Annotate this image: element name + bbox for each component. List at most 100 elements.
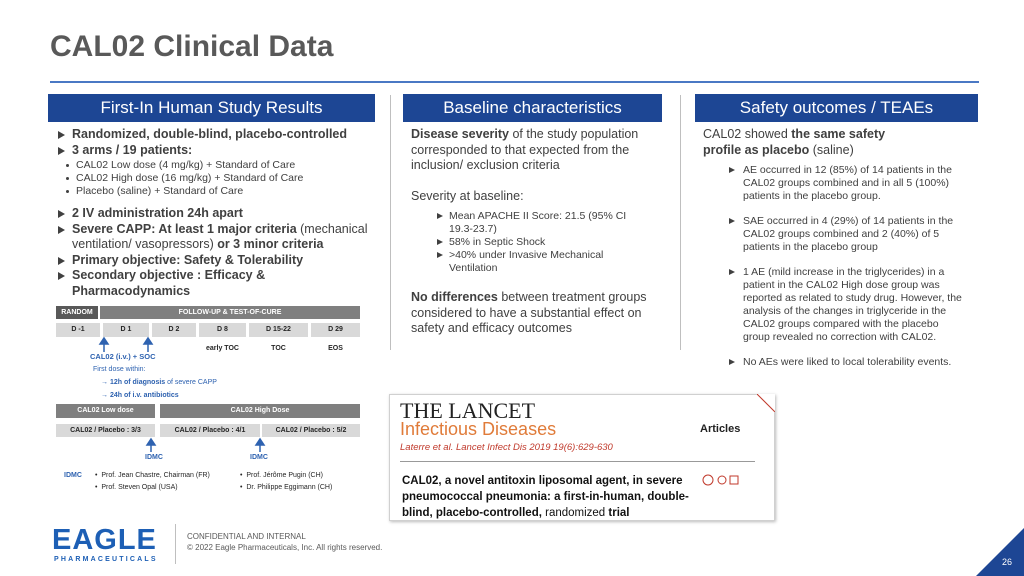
sub-item: Placebo (saline) + Standard of Care: [64, 185, 374, 198]
sub-item: Mean APACHE II Score: 21.5 (95% CI 19.3-…: [437, 210, 651, 236]
list-item: Severe CAPP: At least 1 major criteria (…: [56, 222, 374, 253]
group: CAL02 High Dose: [160, 404, 360, 418]
sub-list: CAL02 Low dose (4 mg/kg) + Standard of C…: [64, 159, 374, 198]
item-text: Severe CAPP: At least 1 major criteria (…: [72, 222, 374, 253]
list-item: CAL02 showed the same safety profile as …: [703, 127, 973, 369]
text-run: (saline): [809, 142, 854, 157]
article-title: CAL02, a novel antitoxin liposomal agent…: [402, 473, 712, 521]
logo-sub: PHARMACEUTICALS: [54, 556, 158, 563]
text-run: of severe CAPP: [165, 379, 217, 386]
cohort: CAL02 / Placebo : 4/1: [160, 424, 260, 437]
day: D 15-22: [249, 323, 308, 337]
text-run: Severity at baseline:: [411, 188, 524, 203]
member: • Dr. Philippe Eggimann (CH): [240, 484, 333, 491]
text-run: the same safety profile as placebo: [703, 127, 886, 157]
text-run: randomized: [541, 507, 609, 519]
sub-item: 1 AE (mild increase in the triglycerides…: [729, 266, 967, 344]
item-text: Primary objective: Safety & Tolerability: [72, 253, 374, 269]
panel-body: Randomized, double-blind, placebo-contro…: [56, 127, 374, 299]
list-item: 2 IV administration 24h apart: [56, 206, 374, 222]
sub-list: Mean APACHE II Score: 21.5 (95% CI 19.3-…: [437, 210, 651, 275]
list-item: Primary objective: Safety & Tolerability: [56, 253, 374, 269]
citation: Laterre et al. Lancet Infect Dis 2019 19…: [400, 442, 613, 453]
dosing: CAL02 (i.v.) + SOC: [90, 352, 156, 361]
phase: FOLLOW-UP & TEST-OF-CURE: [100, 306, 360, 319]
member: • Prof. Steven Opal (USA): [95, 484, 178, 491]
sub-item: CAL02 Low dose (4 mg/kg) + Standard of C…: [64, 159, 374, 172]
member-name: Prof. Steven Opal (USA): [101, 484, 178, 491]
visit: EOS: [328, 345, 343, 352]
text-run: No differences: [411, 290, 498, 304]
sub-item: 58% in Septic Shock: [437, 236, 651, 249]
separator: [390, 95, 391, 350]
window: → 24h of i.v. antibiotics: [101, 392, 179, 399]
day: D 8: [199, 323, 246, 337]
text-run: (mechanical ventilation/ vasopressors): [72, 221, 368, 252]
item-text: Secondary objective : Efficacy & Pharmac…: [72, 268, 374, 299]
cohort: CAL02 / Placebo : 5/2: [262, 424, 360, 437]
text-run: → 24h of i.v. antibiotics: [101, 392, 179, 399]
text-run: CAL02, a novel antitoxin liposomal agent…: [402, 475, 689, 519]
page-number: 26: [1002, 557, 1013, 567]
text-run: 3 arms / 19 patients:: [72, 142, 193, 157]
text-run: or 3 minor criteria: [217, 237, 324, 251]
text-run: Secondary objective : Efficacy & Pharmac…: [72, 268, 266, 298]
item-text: 3 arms / 19 patients:: [72, 143, 374, 159]
member: • Prof. Jean Chastre, Chairman (FR): [95, 472, 210, 479]
logo: EAGLE: [52, 524, 157, 556]
checkpoint: IDMC: [250, 454, 268, 461]
text-run: trial: [608, 507, 630, 519]
panel-header: Baseline characteristics: [403, 94, 662, 122]
text-run: → 12h of diagnosis: [101, 379, 166, 386]
footer-separator: [175, 524, 176, 564]
journal: THE LANCET: [400, 398, 536, 423]
member-name: Prof. Jérôme Pugin (CH): [246, 472, 323, 479]
text-run: 2 IV administration 24h apart: [72, 206, 243, 220]
text-run: CAL02 showed: [703, 127, 792, 141]
sub-list: AE occurred in 12 (85%) of 14 patients i…: [729, 164, 973, 369]
member-name: Prof. Jean Chastre, Chairman (FR): [101, 472, 210, 479]
list-item: Severity at baseline: Mean APACHE II Scor…: [411, 189, 651, 276]
item-text: No differences between treatment groups …: [411, 290, 651, 337]
item-text: CAL02 showed the same safety profile as …: [703, 127, 898, 158]
phase: RANDOM: [56, 306, 98, 319]
article-card: THE LANCET Infectious Diseases Articles …: [389, 394, 775, 521]
text-run: Randomized, double-blind, placebo-contro…: [72, 127, 347, 141]
sub-item: SAE occurred in 4 (29%) of 14 patients i…: [729, 215, 967, 254]
list-item: 3 arms / 19 patients:: [56, 143, 374, 159]
sub-item: No AEs were liked to local tolerability …: [729, 356, 967, 369]
text-run: between treatment groups considered to h…: [411, 290, 647, 335]
day: D 2: [152, 323, 196, 337]
group: CAL02 Low dose: [56, 404, 155, 418]
member-name: Dr. Philippe Eggimann (CH): [246, 484, 333, 491]
visit: early TOC: [206, 345, 239, 352]
title-rule: [50, 81, 979, 83]
sub-item: AE occurred in 12 (85%) of 14 patients i…: [729, 164, 967, 203]
committee-label: IDMC: [64, 472, 82, 479]
diagram-arrows: [98, 336, 266, 452]
text-run: Disease severity: [411, 127, 509, 141]
member: • Prof. Jérôme Pugin (CH): [240, 472, 323, 479]
panel-body: Disease severity of the study population…: [411, 127, 651, 352]
page-fold: [757, 394, 775, 412]
cohort: CAL02 / Placebo : 3/3: [56, 424, 155, 437]
article-type: Articles: [700, 423, 741, 435]
list-item: Disease severity of the study population…: [411, 127, 651, 174]
day: D 29: [311, 323, 360, 337]
item-text: Disease severity of the study population…: [411, 127, 651, 174]
item-text: Randomized, double-blind, placebo-contro…: [72, 127, 374, 143]
corner: [976, 528, 1024, 576]
visit: TOC: [271, 345, 286, 352]
confidential: CONFIDENTIAL AND INTERNAL: [187, 532, 306, 541]
panel-body: CAL02 showed the same safety profile as …: [703, 127, 973, 381]
divider: [400, 461, 755, 462]
list-item: Secondary objective : Efficacy & Pharmac…: [56, 268, 374, 299]
panel-header: First-In Human Study Results: [48, 94, 375, 122]
article-icons: [702, 474, 739, 486]
checkpoint: IDMC: [145, 454, 163, 461]
item-text: 2 IV administration 24h apart: [72, 206, 374, 222]
slide-title: CAL02 Clinical Data: [50, 30, 334, 63]
first-dose: First dose within:: [93, 366, 146, 373]
journal-section: Infectious Diseases: [400, 419, 557, 439]
day: D -1: [56, 323, 100, 337]
